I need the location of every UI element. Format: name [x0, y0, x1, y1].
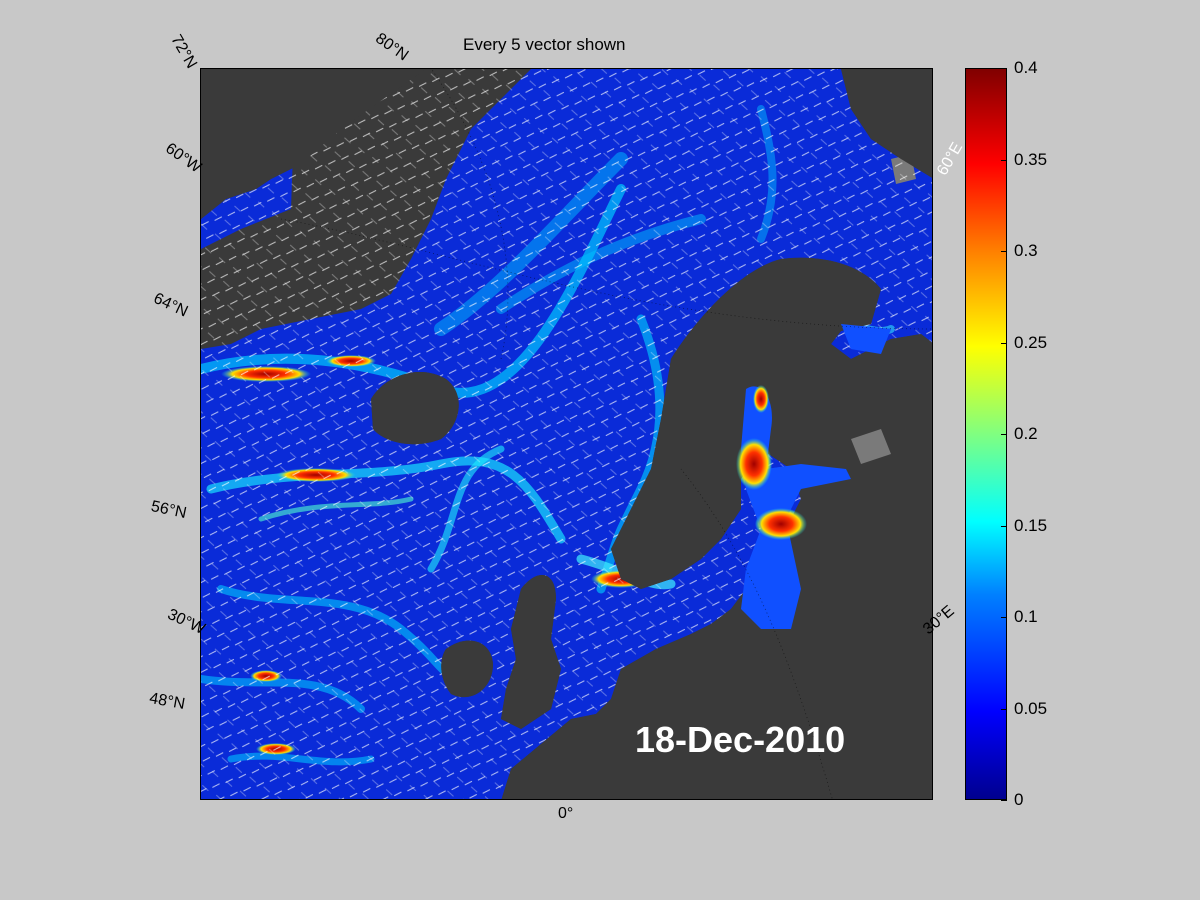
- colorbar-tick-mark: [1001, 617, 1007, 618]
- baltic-hotspot-gulf-overlay: [753, 385, 769, 413]
- baltic-overlay: [741, 386, 851, 629]
- colorbar: [965, 68, 1007, 800]
- label-lon-60w: 60°W: [162, 140, 205, 177]
- colorbar-tick-mark: [1001, 68, 1007, 69]
- land-mask: [201, 69, 932, 799]
- ice-patch-overlay: [851, 429, 891, 464]
- colorbar-tick-mark: [1001, 800, 1007, 801]
- colorbar-tick-mark: [1001, 525, 1007, 527]
- colorbar-tick-label: 0.05: [1014, 698, 1048, 718]
- baltic-hotspot-north-overlay: [736, 438, 772, 490]
- colorbar-tick-label: 0.35: [1014, 149, 1048, 169]
- label-lat-56n: 56°N: [149, 498, 188, 523]
- colorbar-tick-label: 0: [1014, 790, 1024, 809]
- label-lat-64n: 64°N: [150, 290, 191, 321]
- label-lat-48n: 48°N: [148, 690, 187, 713]
- colorbar-tick-mark: [1001, 251, 1007, 252]
- colorbar-tick-label: 0.25: [1014, 332, 1048, 352]
- label-lon-60e: 60°E: [934, 139, 967, 179]
- colorbar-tick-label: 0.1: [1014, 607, 1038, 626]
- label-lat-80n: 80°N: [372, 30, 412, 65]
- colorbar-tick-label: 0.3: [1014, 241, 1038, 260]
- ocean-current-map: 18-Dec-2010: [200, 68, 933, 800]
- colorbar-tick-mark: [1001, 159, 1007, 161]
- colorbar-tick-mark: [1001, 434, 1007, 435]
- label-lon-0: 0°: [558, 805, 574, 822]
- colorbar-tick-label: 0.15: [1014, 515, 1048, 535]
- colorbar-tick-mark: [1001, 342, 1007, 344]
- date-label: 18-Dec-2010: [635, 719, 846, 760]
- map-canvas: [201, 69, 932, 799]
- colorbar-tick-label: 0.4: [1014, 58, 1038, 77]
- white-sea-overlay: [841, 324, 891, 354]
- baltic-hotspot-central-overlay: [755, 508, 807, 540]
- label-lat-72n: 72°N: [167, 32, 200, 72]
- plot-title: Every 5 vector shown: [463, 35, 626, 54]
- colorbar-tick-label: 0.2: [1014, 424, 1038, 443]
- colorbar-tick-mark: [1001, 708, 1007, 710]
